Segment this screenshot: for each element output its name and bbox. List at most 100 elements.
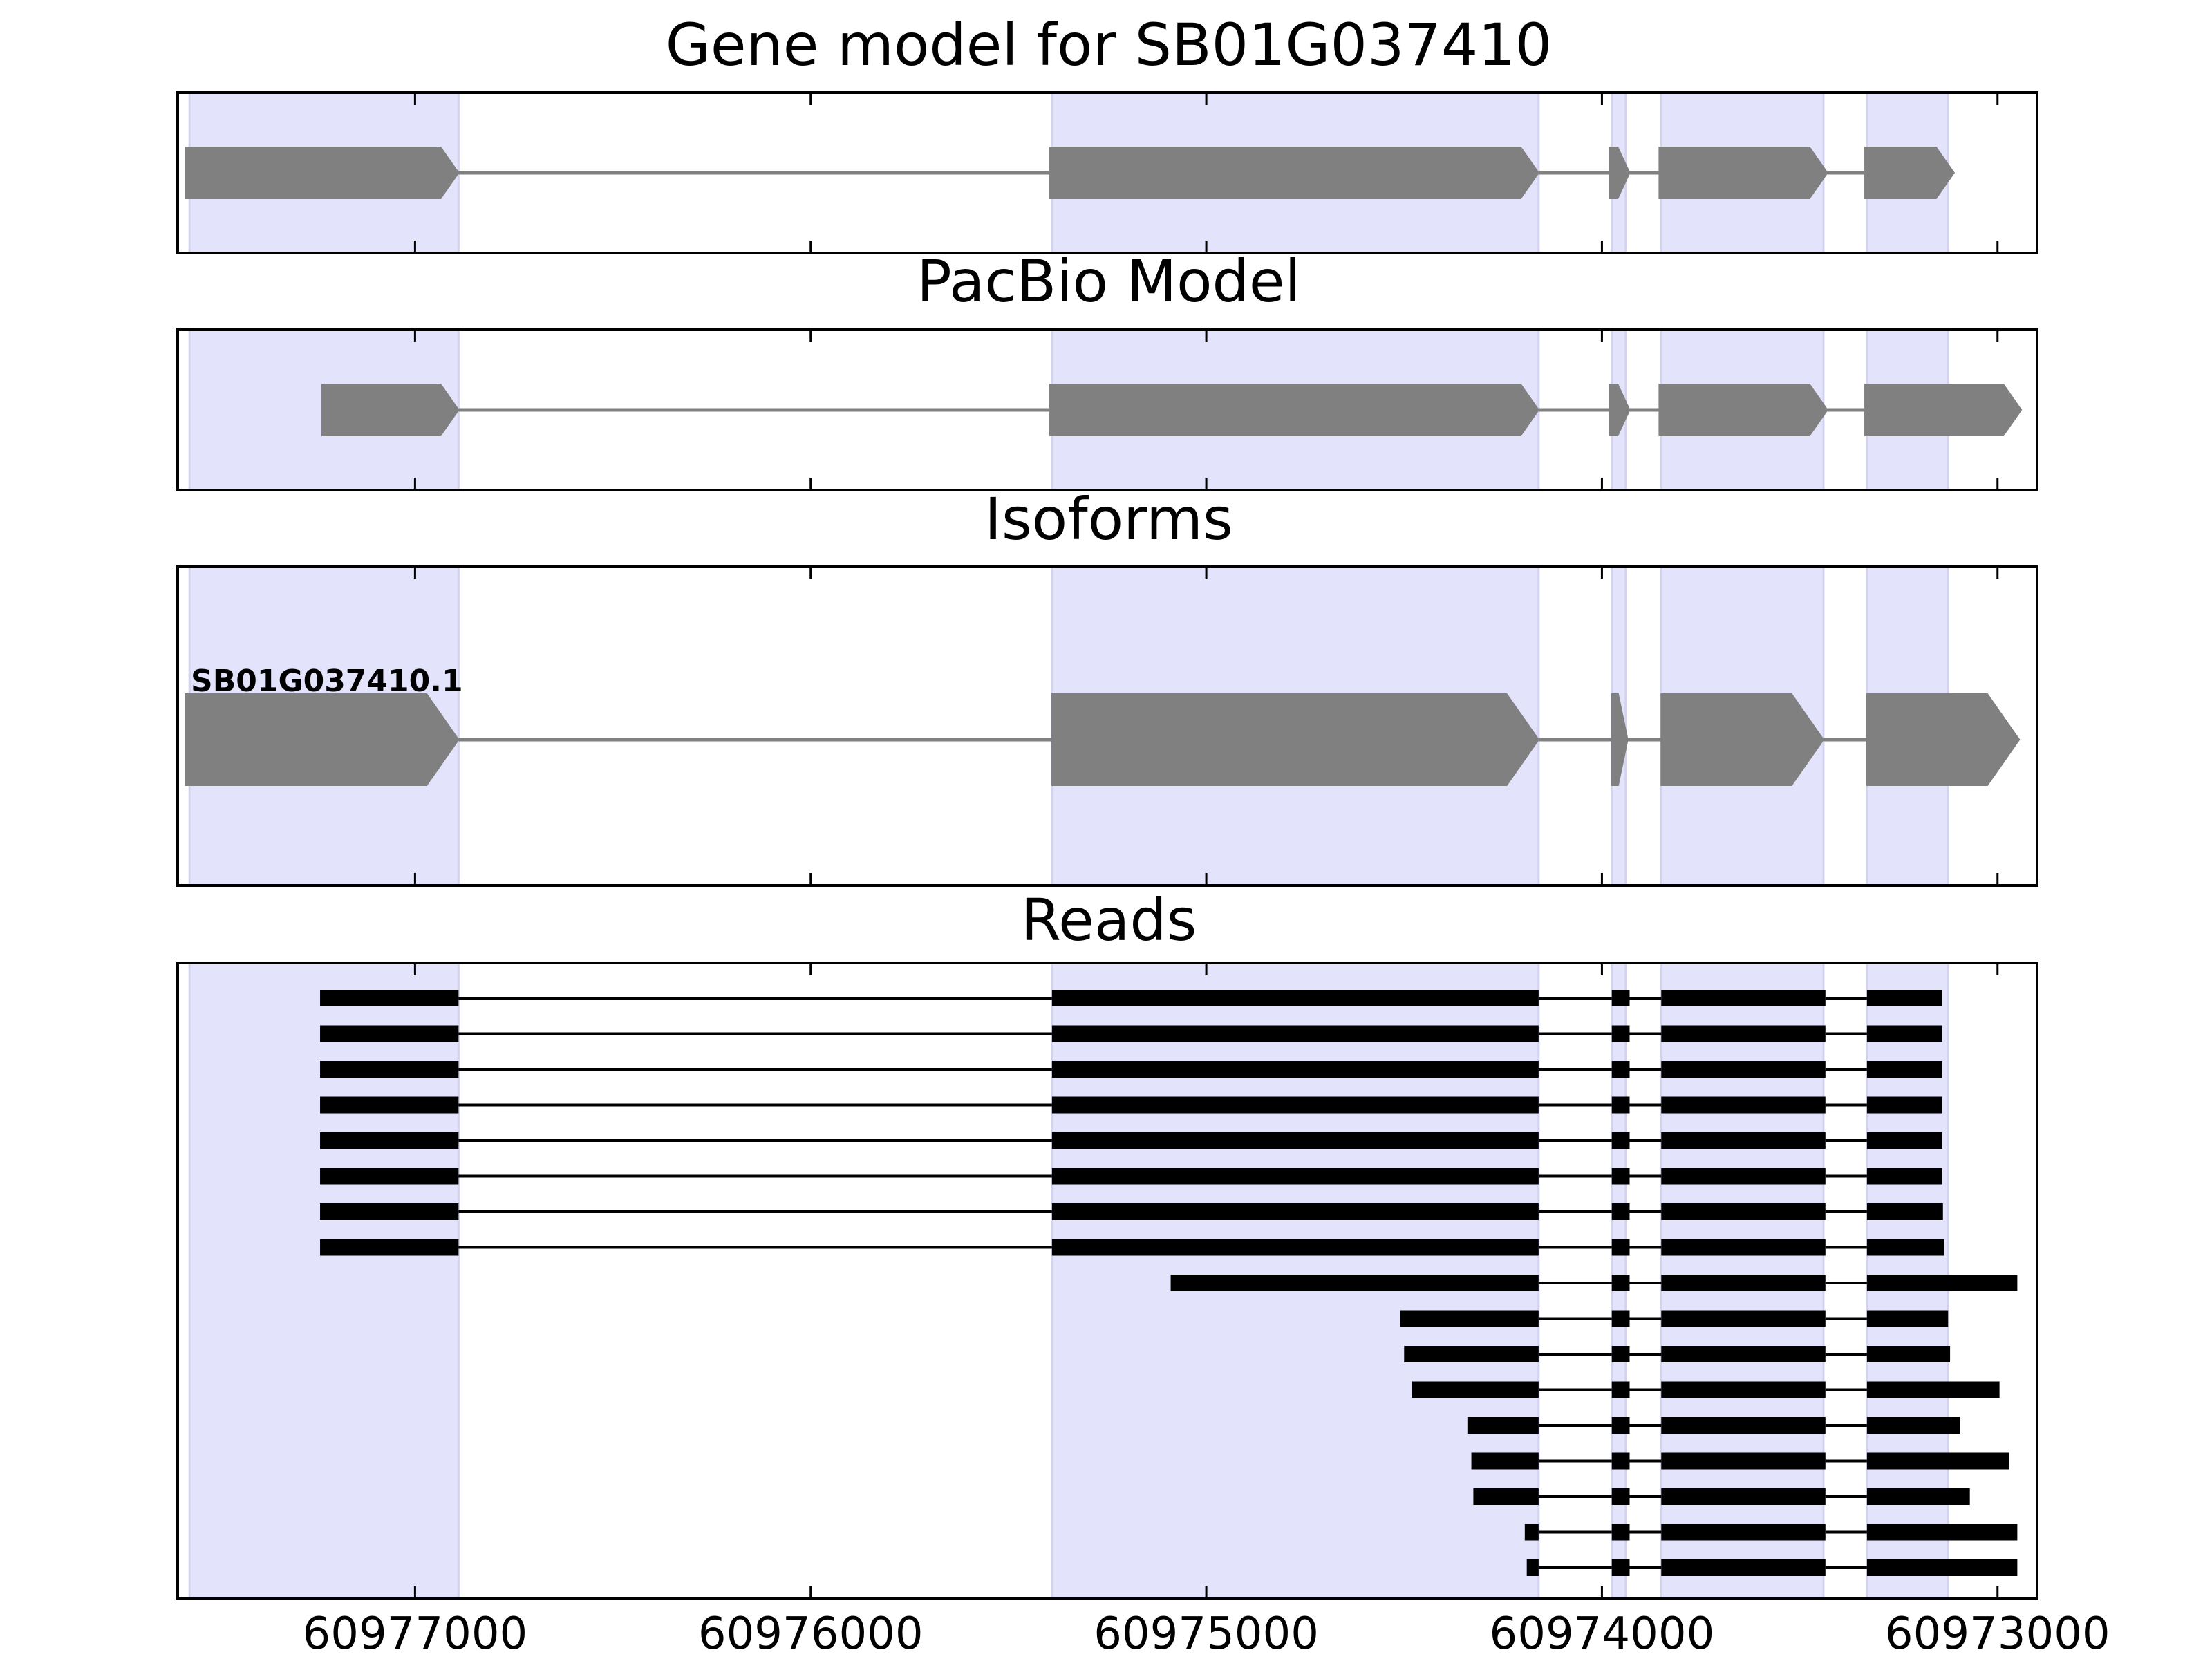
exon-arrow [1864,147,1956,199]
read-exon-block [1051,1203,1539,1220]
read-exon-block [1473,1488,1539,1505]
panel-ticks-gene-model [413,93,1999,253]
exon-arrow [1864,384,2023,436]
read-exon-block [1051,1239,1539,1256]
read-exon-block [1661,1096,1826,1114]
read-exon-block [1611,1417,1630,1434]
read-exon-block [1866,1559,2018,1576]
read-exon-block [1611,990,1630,1006]
read-exon-block [1866,1381,2000,1398]
panel-pacbio-model: PacBio Model [176,247,2038,491]
exon-arrow [1658,384,1828,436]
read-exon-block [320,1132,459,1149]
read-exon-block [1611,1346,1630,1362]
panel-ticks-pacbio-model [413,330,1999,490]
panel-features-gene-model [185,147,1956,199]
exon-arrow [185,693,460,786]
read-exon-block [1467,1417,1539,1434]
read-exon-block [1866,1310,1949,1327]
read-exon-block [1611,1310,1630,1327]
read-exon-block [1866,1061,1942,1078]
read-exon-block [320,1168,459,1185]
read-exon-block [1412,1381,1539,1398]
panel-title-isoforms: Isoforms [984,485,1233,553]
x-tick-label: 60973000 [1885,1609,2110,1659]
read-exon-block [1661,1452,1826,1470]
panel-features-reads [320,990,2018,1576]
read-exon-block [1661,1168,1826,1185]
panel-title-gene-model: Gene model for SB01G037410 [666,11,1552,79]
read-exon-block [1611,1132,1630,1149]
panel-ticks-reads [413,963,1999,1599]
read-exon-block [1051,1061,1539,1078]
read-exon-block [1866,1132,1942,1149]
panel-reads: Reads 60977000 60976000 60975000 60974000 60… [176,886,2110,1659]
read-exon-block [320,1061,459,1078]
read-exon-block [1611,1025,1630,1042]
read-exon-block [1866,1168,1942,1185]
read-exon-block [1400,1310,1539,1327]
read-exon-block [1611,1559,1630,1576]
panel-frame-pacbio-model [176,328,2038,491]
read-exon-block [1524,1524,1539,1541]
read-exon-block [1661,1275,1826,1291]
read-exon-block [1661,1524,1826,1541]
read-exon-block [1866,1275,2018,1291]
panel-frame-reads [176,962,2038,1600]
read-exon-block [1611,1203,1630,1220]
panel-frame-gene-model [176,91,2038,254]
read-exon-block [1866,1452,2009,1470]
exon-arrow [1866,693,2021,786]
panel-isoforms: Isoforms SB01G037410.1 [176,485,2038,887]
exon-arrow [321,384,460,436]
x-tick-label: 60974000 [1490,1609,1715,1659]
read-exon-block [1661,1559,1826,1576]
panel-features-pacbio-model [321,384,2023,436]
read-exon-block [1866,1488,1970,1505]
read-exon-block [1866,1096,1942,1114]
read-exon-block [320,1239,459,1256]
panel-title-pacbio-model: PacBio Model [917,247,1301,315]
x-tick-label: 60977000 [303,1609,528,1659]
read-exon-block [1526,1559,1539,1576]
read-exon-block [1611,1168,1630,1185]
exon-arrow [1049,384,1540,436]
read-exon-block [1661,1203,1826,1220]
read-exon-block [1866,1346,1951,1362]
exon-arrow [1049,147,1540,199]
isoform-label: SB01G037410.1 [191,664,463,699]
read-exon-block [1866,990,1942,1006]
read-exon-block [1661,1025,1826,1042]
panel-frame-isoforms [176,565,2038,887]
read-exon-block [320,1096,459,1114]
x-axis-tick-labels: 60977000 60976000 60975000 60974000 60973000 [303,1609,2110,1659]
read-exon-block [320,990,459,1006]
read-exon-block [1611,1524,1630,1541]
x-tick-label: 60976000 [698,1609,924,1659]
read-exon-block [320,1025,459,1042]
read-exon-block [1661,990,1826,1006]
read-exon-block [1051,1096,1539,1114]
read-exon-block [1661,1417,1826,1434]
exon-arrow [1658,147,1828,199]
read-exon-block [1661,1239,1826,1256]
read-exon-block [1611,1381,1630,1398]
panel-title-reads: Reads [1021,886,1197,954]
read-exon-block [1611,1275,1630,1291]
read-exon-block [1661,1061,1826,1078]
read-exon-block [1866,1025,1942,1042]
read-exon-block [1866,1203,1943,1220]
read-exon-block [1661,1132,1826,1149]
read-exon-block [1471,1452,1539,1470]
read-exon-block [1611,1452,1630,1470]
read-exon-block [1170,1275,1539,1291]
read-exon-block [1866,1417,1960,1434]
exon-arrow [1609,384,1631,436]
panel-features-isoforms [185,693,2021,786]
read-exon-block [1661,1381,1826,1398]
exon-highlight [188,962,460,1600]
read-exon-block [1661,1310,1826,1327]
read-exon-block [1051,990,1539,1006]
read-exon-block [1611,1239,1630,1256]
